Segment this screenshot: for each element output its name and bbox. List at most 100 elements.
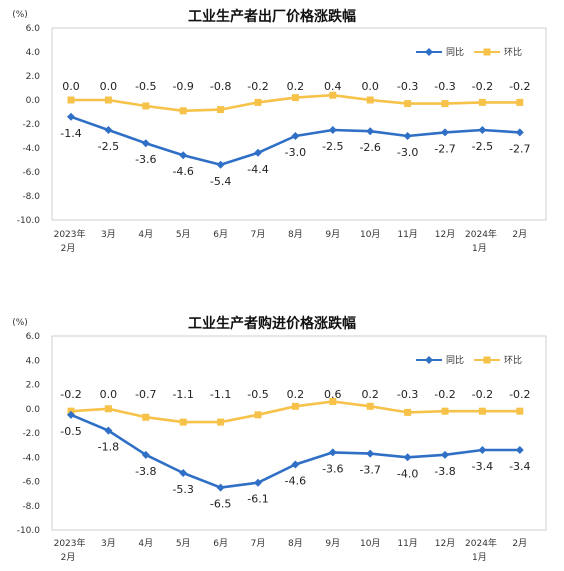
x-tick-label: 11月 bbox=[397, 538, 417, 549]
data-point-yoy bbox=[515, 128, 524, 137]
data-point-mom bbox=[67, 96, 75, 104]
data-label-yoy: -2.7 bbox=[434, 142, 455, 155]
data-point-yoy bbox=[403, 453, 412, 462]
x-tick-label: 2024年 bbox=[465, 228, 500, 240]
data-label-yoy: -1.8 bbox=[98, 441, 119, 454]
data-label-yoy: -5.4 bbox=[210, 175, 231, 188]
data-point-mom bbox=[366, 402, 374, 410]
data-point-yoy bbox=[67, 410, 75, 419]
x-tick-label: 2023年 bbox=[54, 228, 89, 240]
x-tick-label: 2024年 bbox=[465, 537, 500, 549]
y-tick-label: -10.0 bbox=[17, 526, 41, 536]
data-point-mom bbox=[217, 106, 225, 114]
data-point-yoy bbox=[141, 450, 150, 459]
data-point-mom bbox=[478, 98, 486, 106]
data-point-mom bbox=[516, 407, 524, 415]
data-label-yoy: -3.8 bbox=[135, 465, 156, 478]
legend-marker-yoy bbox=[425, 356, 433, 364]
y-tick-label: -10.0 bbox=[17, 216, 41, 226]
data-point-mom bbox=[291, 402, 299, 410]
x-tick-label: 4月 bbox=[138, 538, 153, 549]
data-point-mom bbox=[329, 91, 337, 99]
x-tick-label: 12月 bbox=[435, 229, 455, 240]
data-point-mom bbox=[404, 100, 412, 108]
data-label-yoy: -1.4 bbox=[60, 127, 81, 140]
purchase-price-chart: 工业生产者购进价格涨跌幅 (%) 6.0 4.0 2.0 0.0 -2.0 -4.0 -6.0 -… bbox=[12, 315, 547, 563]
data-label-yoy: -4.6 bbox=[285, 475, 306, 488]
data-point-yoy bbox=[216, 160, 225, 169]
data-point-mom bbox=[366, 96, 374, 104]
data-point-yoy bbox=[478, 445, 487, 454]
data-label-mom: -0.7 bbox=[135, 388, 156, 401]
data-point-yoy bbox=[254, 148, 262, 157]
x-tick-label: 11月 bbox=[397, 229, 417, 240]
plot-area bbox=[51, 27, 547, 221]
data-label-mom: -0.2 bbox=[434, 388, 455, 401]
y-tick-label: 0.0 bbox=[26, 405, 41, 415]
x-tick-label: 9月 bbox=[325, 229, 340, 240]
x-tick-label: 1月 bbox=[472, 552, 487, 563]
data-label-mom: -0.5 bbox=[247, 388, 268, 401]
data-point-mom bbox=[254, 411, 262, 419]
legend-label-mom: 环比 bbox=[504, 46, 522, 58]
data-point-yoy bbox=[179, 469, 188, 478]
x-tick-label: 5月 bbox=[176, 229, 191, 240]
x-tick-label: 6月 bbox=[213, 229, 228, 240]
data-point-yoy bbox=[104, 126, 113, 134]
x-tick-label: 2023年 bbox=[54, 537, 89, 549]
data-label-yoy: -3.7 bbox=[359, 464, 380, 477]
data-label-mom: -0.2 bbox=[472, 388, 493, 401]
data-point-yoy bbox=[291, 132, 300, 140]
data-label-yoy: -3.0 bbox=[285, 146, 306, 159]
legend-label-mom: 环比 bbox=[504, 354, 522, 366]
data-point-mom bbox=[441, 100, 449, 108]
data-point-yoy bbox=[328, 448, 337, 457]
x-tick-label: 10月 bbox=[360, 538, 380, 549]
y-axis-unit: (%) bbox=[12, 318, 28, 328]
data-label-mom: 0.2 bbox=[287, 388, 305, 401]
data-point-yoy bbox=[515, 445, 524, 454]
x-tick-label: 2月 bbox=[61, 243, 76, 254]
data-label-mom: 0.4 bbox=[324, 80, 342, 93]
x-tick-label: 5月 bbox=[176, 538, 191, 549]
data-point-mom bbox=[404, 408, 412, 416]
plot-area bbox=[51, 335, 547, 531]
data-point-mom bbox=[254, 98, 262, 106]
data-point-mom bbox=[329, 397, 337, 405]
data-label-mom: 0.0 bbox=[100, 388, 118, 401]
x-tick-label: 12月 bbox=[435, 538, 455, 549]
data-label-yoy: -2.6 bbox=[359, 141, 380, 154]
data-label-yoy: -2.5 bbox=[98, 140, 119, 153]
data-label-mom: -0.2 bbox=[247, 80, 268, 93]
data-point-mom bbox=[179, 418, 187, 426]
data-point-yoy bbox=[216, 483, 225, 492]
x-tick-label: 9月 bbox=[325, 538, 340, 549]
data-point-yoy bbox=[254, 478, 262, 487]
data-label-mom: -0.8 bbox=[210, 80, 231, 93]
data-point-yoy bbox=[441, 450, 449, 459]
y-tick-label: 2.0 bbox=[26, 72, 41, 82]
data-label-yoy: -3.0 bbox=[397, 146, 418, 159]
x-tick-label: 1月 bbox=[472, 243, 487, 254]
data-label-yoy: -2.5 bbox=[322, 140, 343, 153]
data-label-mom: 0.0 bbox=[100, 80, 118, 93]
legend-marker-mom bbox=[483, 356, 491, 364]
y-tick-label: -4.0 bbox=[22, 453, 40, 463]
data-label-mom: 0.0 bbox=[361, 80, 379, 93]
data-point-yoy bbox=[441, 128, 449, 137]
data-point-mom bbox=[142, 413, 150, 421]
data-point-mom bbox=[142, 102, 150, 110]
data-point-mom bbox=[516, 98, 524, 106]
x-tick-label: 3月 bbox=[101, 229, 116, 240]
data-label-mom: -0.3 bbox=[397, 80, 418, 93]
data-label-yoy: -5.3 bbox=[172, 483, 193, 496]
y-tick-label: 4.0 bbox=[26, 356, 41, 366]
legend-label-yoy: 同比 bbox=[446, 46, 464, 58]
data-point-mom bbox=[478, 407, 486, 415]
data-label-mom: -1.1 bbox=[172, 388, 193, 401]
data-label-yoy: -4.0 bbox=[397, 467, 418, 480]
data-label-mom: 0.2 bbox=[361, 388, 379, 401]
y-tick-label: 6.0 bbox=[26, 332, 41, 342]
x-tick-label: 2月 bbox=[61, 552, 76, 563]
